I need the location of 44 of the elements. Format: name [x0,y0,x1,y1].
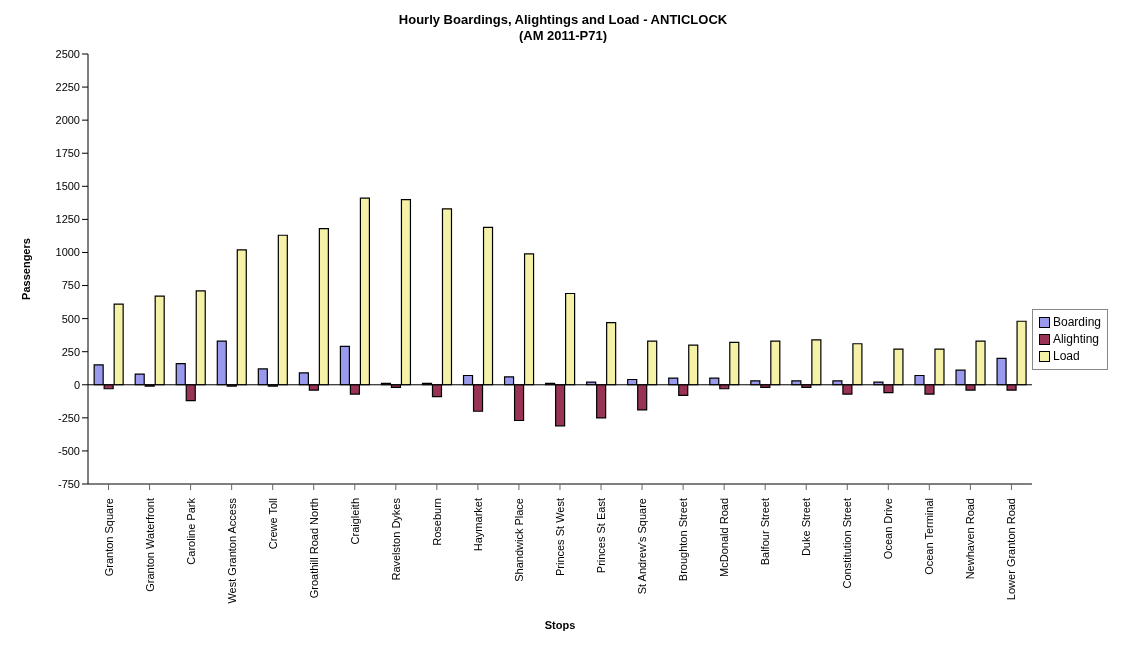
x-tick-label: Lower Granton Road [1005,498,1018,601]
x-tick-label: West Granton Access [225,497,238,604]
x-tick-label: Groathill Road North [307,498,320,599]
legend-label: Boarding [1052,313,1101,331]
x-tick-label: Constitution Street [841,498,854,589]
x-tick-label: Newhaven Road [964,498,977,580]
x-tick-label: McDonald Road [718,498,731,577]
x-tick-label: Princes St East [595,498,608,574]
legend-label: Alighting [1052,330,1099,348]
legend-label: Load [1052,347,1080,365]
y-tick-label: 750 [61,279,80,292]
chart-subtitle: (AM 2011-P71) [517,28,609,44]
y-tick-label: 1500 [55,180,80,193]
x-tick-label: Roseburn [430,498,443,546]
y-tick-label: 2000 [55,114,80,127]
y-tick-label: 2250 [55,80,80,93]
x-tick-label: Haymarket [471,498,484,552]
x-tick-label: Shandwick Place [512,498,525,582]
y-tick-label: 500 [61,312,80,325]
x-tick-label: Granton Waterfront [143,498,156,592]
y-tick-label: -750 [57,477,80,490]
y-tick-label: 1000 [55,246,80,259]
y-tick-label: -500 [57,444,80,457]
y-tick-label: 2500 [55,47,80,60]
chart-title: Hourly Boardings, Alightings and Load - ANTICLOCK [397,12,729,28]
x-tick-label: Duke Street [800,498,813,557]
x-tick-label: Ravelston Dykes [389,497,402,581]
x-tick-label: Broughton Street [677,498,690,582]
x-tick-label: Ocean Drive [882,498,895,560]
x-tick-label: Granton Square [102,498,115,577]
x-tick-label: Balfour Street [759,498,772,566]
y-axis-title: Passengers [19,238,32,300]
x-tick-label: Princes St West [553,498,566,577]
x-axis-title: Stops [544,619,576,631]
y-tick-label: 0 [73,378,80,391]
x-tick-label: Ocean Terminal [923,498,936,575]
y-tick-label: 1250 [55,213,80,226]
x-tick-label: Crewe Toll [266,498,279,550]
y-tick-label: 250 [61,345,80,358]
y-tick-label: 1750 [55,147,80,160]
y-tick-label: -250 [57,411,80,424]
x-tick-label: Caroline Park [184,497,197,565]
x-tick-label: Craigleith [348,498,361,545]
x-tick-label: St Andrew's Square [636,498,649,595]
